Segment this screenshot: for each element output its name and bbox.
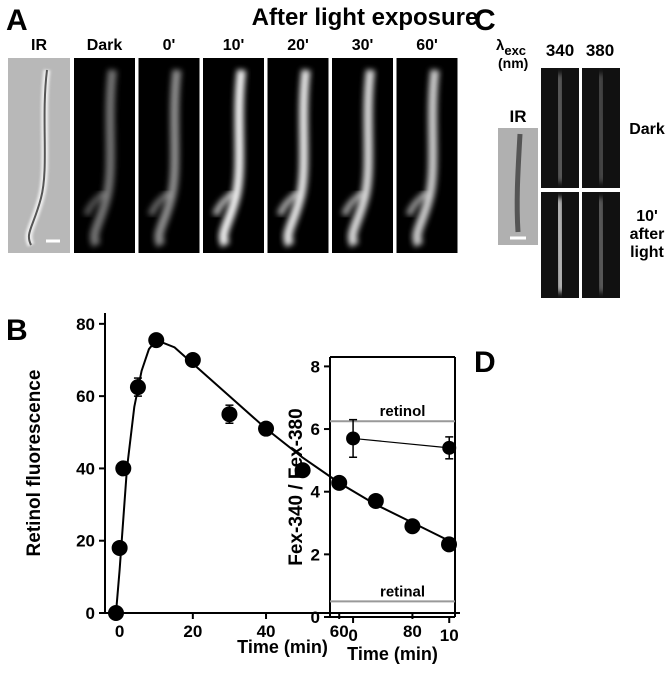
wavelength-unit: (nm): [498, 55, 528, 71]
data-point: [129, 379, 146, 396]
image-label: 10': [223, 37, 245, 54]
y-tick-label: 40: [76, 459, 95, 478]
cell-edge: [27, 69, 48, 246]
image-label: Dark: [87, 37, 123, 54]
x-tick-label: 0: [348, 626, 357, 645]
y-tick-label: 8: [311, 357, 320, 376]
y-tick-label: 0: [86, 604, 95, 623]
panel-title: After light exposure: [252, 4, 479, 31]
image-label: 20': [287, 37, 309, 54]
micrograph: [332, 58, 393, 253]
cell: [514, 133, 523, 233]
x-axis-label: Time (min): [237, 637, 328, 657]
micrograph: [8, 58, 70, 253]
row-label: 10': [636, 208, 658, 225]
cell-branch: [405, 190, 430, 217]
data-point: [111, 539, 128, 556]
y-tick-label: 80: [76, 315, 95, 334]
y-tick-label: 2: [311, 545, 320, 564]
image-label: 30': [352, 37, 374, 54]
panel-letter: B: [6, 314, 28, 347]
image-label: 0': [163, 37, 176, 54]
data-point: [346, 431, 361, 446]
data-point: [367, 492, 384, 509]
x-tick-label: 40: [257, 622, 276, 641]
cell-branch: [341, 190, 365, 217]
micrograph: [138, 58, 200, 253]
x-tick-label: 60: [330, 622, 349, 641]
column-label: 380: [586, 41, 614, 60]
data-point: [221, 406, 238, 423]
data-point: [441, 536, 458, 553]
micrograph: [267, 58, 329, 253]
y-axis-label: Fex-340 / Fex-380: [286, 408, 307, 565]
cell: [596, 197, 606, 293]
panel-letter: D: [474, 346, 496, 379]
y-axis-label: Retinol fluorescence: [24, 370, 45, 557]
row-label: Dark: [629, 121, 665, 138]
x-tick-label: 20: [183, 622, 202, 641]
cell-branch: [212, 190, 236, 217]
row-label: after: [630, 226, 665, 243]
cell: [218, 69, 246, 248]
fit-curve: [114, 338, 450, 614]
data-point: [107, 605, 124, 621]
x-tick-label: 80: [403, 622, 422, 641]
panel-letter: A: [6, 4, 28, 37]
cell: [347, 69, 375, 248]
data-point: [442, 440, 457, 455]
cell: [89, 69, 117, 248]
data-point: [404, 518, 421, 535]
data-point: [258, 420, 275, 437]
cell-branch: [276, 190, 301, 217]
wavelength-label: λexc: [496, 37, 526, 58]
y-tick-label: 60: [76, 387, 95, 406]
image-label: IR: [510, 107, 527, 126]
cell: [555, 197, 565, 293]
column-label: 340: [546, 41, 574, 60]
row-label: light: [630, 244, 664, 261]
image-label: 60': [416, 37, 438, 54]
wavelength-symbol: λ: [496, 37, 505, 54]
data-point: [115, 460, 132, 477]
data-point: [184, 351, 201, 368]
connector: [353, 437, 450, 449]
x-axis-label: Time (min): [347, 644, 438, 664]
cell: [555, 73, 565, 183]
data-point: [148, 332, 165, 349]
x-tick-label: 10: [440, 626, 459, 645]
cell-branch: [83, 190, 107, 217]
y-tick-label: 0: [311, 608, 320, 627]
cell-branch: [147, 190, 172, 217]
image-label: IR: [31, 37, 47, 54]
wavelength-sub: exc: [504, 43, 526, 58]
cell: [596, 73, 606, 183]
micrograph: [396, 58, 458, 253]
x-tick-label: 0: [115, 622, 124, 641]
data-point: [331, 474, 348, 491]
cell: [412, 69, 440, 248]
cell: [283, 69, 311, 248]
y-tick-label: 20: [76, 532, 95, 551]
data-point: [294, 462, 311, 479]
y-tick-label: 6: [311, 420, 320, 439]
micrograph: [74, 58, 135, 253]
reference-label: retinal: [380, 583, 425, 600]
y-tick-label: 4: [311, 483, 321, 502]
cell: [154, 69, 182, 248]
panel-letter: C: [474, 4, 496, 37]
reference-label: retinol: [380, 403, 426, 420]
micrograph: [203, 58, 264, 253]
